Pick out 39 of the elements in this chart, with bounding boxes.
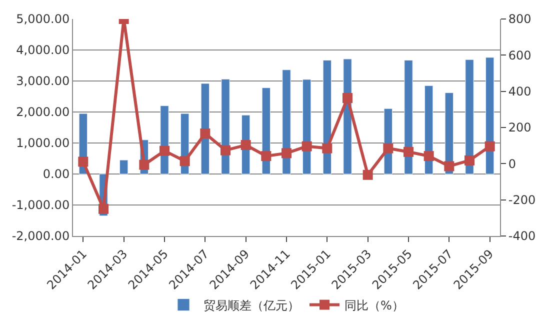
y2-tick-label: -400 bbox=[508, 229, 536, 244]
y2-tick-label: 600 bbox=[508, 48, 532, 62]
point bbox=[342, 93, 352, 104]
y-tick-label: 3,000.00 bbox=[16, 74, 70, 88]
y2-tick-label: 200 bbox=[508, 120, 532, 135]
point bbox=[98, 204, 108, 214]
point bbox=[424, 151, 434, 162]
bar bbox=[465, 59, 474, 174]
point bbox=[139, 160, 150, 170]
bar bbox=[486, 57, 494, 174]
point bbox=[322, 143, 332, 154]
point bbox=[160, 146, 170, 156]
point bbox=[404, 146, 414, 157]
point bbox=[464, 155, 474, 166]
point bbox=[302, 141, 312, 152]
y2-tick-label: 400 bbox=[508, 84, 532, 99]
point bbox=[383, 143, 394, 154]
point bbox=[78, 156, 88, 167]
y2-tick-label: 800 bbox=[508, 12, 532, 26]
y-tick-label: -1,000.00 bbox=[12, 198, 70, 212]
y2-tick-label: -200 bbox=[508, 193, 536, 208]
point bbox=[180, 156, 190, 166]
point bbox=[362, 170, 373, 180]
y-tick-label: 1,000.00 bbox=[16, 136, 70, 150]
bar bbox=[404, 60, 413, 174]
point bbox=[444, 161, 454, 172]
legend-label: 贸易顺差（亿元） bbox=[204, 298, 300, 312]
point bbox=[200, 128, 210, 138]
point bbox=[240, 140, 251, 150]
y-tick-label: -2,000.00 bbox=[12, 229, 70, 244]
y-tick-label: 0.00 bbox=[42, 167, 70, 182]
y-tick-label: 2,000.00 bbox=[16, 105, 70, 120]
point bbox=[261, 151, 272, 162]
y2-tick-label: 0 bbox=[508, 156, 516, 171]
point bbox=[484, 141, 495, 152]
legend-label: 同比（%） bbox=[344, 298, 404, 312]
y-tick-label: 5,000.00 bbox=[16, 12, 70, 26]
bar bbox=[120, 160, 128, 174]
y-tick-label: 4,000.00 bbox=[16, 43, 70, 58]
